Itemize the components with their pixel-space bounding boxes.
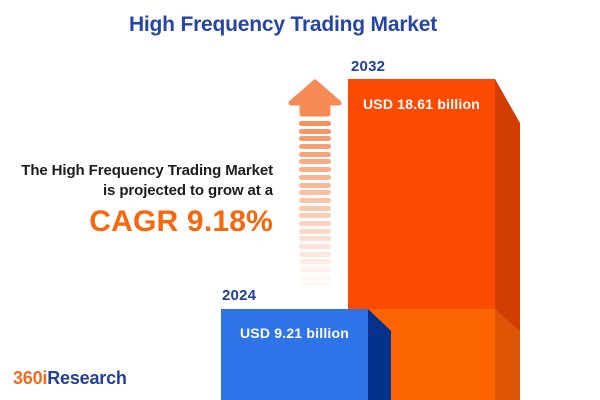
description-line-2: is projected to grow at a <box>102 182 273 199</box>
cagr-highlight: CAGR 9.18% <box>89 205 273 238</box>
arrow-strip <box>299 144 331 150</box>
bar-2024-value-label: USD 9.21 billion <box>240 325 349 341</box>
bar-2024-year-label: 2024 <box>222 287 257 304</box>
arrow-strip <box>299 159 331 165</box>
arrow-strip <box>299 151 331 157</box>
description-line-1: The High Frequency Trading Market <box>21 162 273 179</box>
arrow-strip <box>299 236 331 242</box>
bar-2032-year-label: 2032 <box>351 58 386 75</box>
arrow-strip <box>299 190 331 196</box>
arrow-strip <box>299 128 331 134</box>
bar-2032-side-lower <box>495 309 520 400</box>
arrow-strip <box>299 244 331 249</box>
arrow-strip <box>299 167 331 173</box>
brand-logo: 360iResearch <box>13 368 127 389</box>
brand-logo-part2: Research <box>47 368 127 388</box>
growth-arrow-icon <box>288 79 342 117</box>
bar-2024-side <box>368 309 391 400</box>
bar-2032-side <box>495 79 520 400</box>
arrow-strip <box>299 136 331 142</box>
brand-logo-part1: 360i <box>13 368 48 388</box>
bar-2032-value-label: USD 18.61 billion <box>363 96 480 112</box>
page-title: High Frequency Trading Market <box>128 13 438 36</box>
bar-2024-front <box>221 309 368 400</box>
arrow-strip <box>299 205 331 211</box>
arrow-strip <box>299 274 331 280</box>
arrow-strip <box>299 197 331 203</box>
arrow-strip <box>299 259 331 265</box>
arrow-strip <box>299 174 331 180</box>
arrow-strip <box>299 182 331 188</box>
growth-arrow-strips <box>299 121 331 288</box>
arrow-strip <box>299 228 331 234</box>
arrow-strip <box>299 220 331 226</box>
arrow-strip <box>299 267 331 273</box>
arrow-strip <box>299 251 331 257</box>
arrow-strip <box>299 282 331 288</box>
arrow-strip <box>299 213 331 219</box>
description-block: The High Frequency Trading Market is pro… <box>0 161 273 239</box>
arrow-strip <box>299 121 331 126</box>
